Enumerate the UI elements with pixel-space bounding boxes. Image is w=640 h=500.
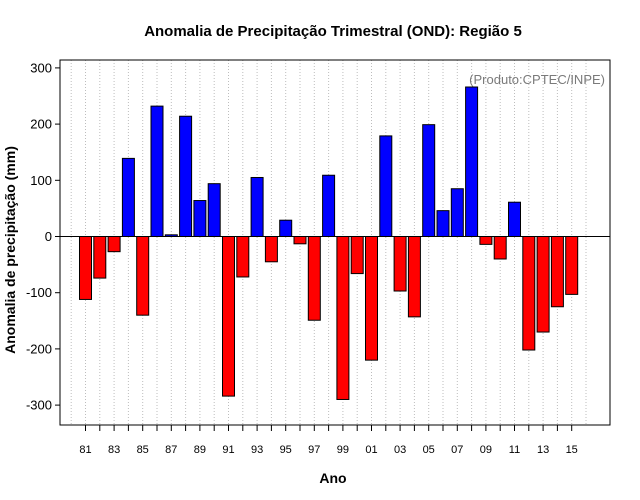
y-tick-label: -300 — [26, 398, 52, 413]
bar-11 — [508, 201, 521, 238]
y-tick-label: -100 — [26, 285, 52, 300]
bar-85 — [136, 236, 150, 316]
bar-06 — [436, 210, 450, 237]
bar-08 — [465, 86, 479, 238]
x-tick-label: 11 — [509, 444, 520, 456]
y-tick-label: 0 — [45, 229, 52, 244]
x-tick-label: 03 — [394, 444, 406, 456]
bar-14 — [550, 236, 564, 308]
bar-81 — [79, 236, 92, 300]
bar-99 — [336, 236, 350, 400]
bar-96 — [293, 236, 307, 245]
bar-83 — [107, 236, 121, 253]
x-tick-label: 83 — [108, 444, 120, 456]
bar-98 — [322, 174, 336, 238]
x-tick-label: 15 — [566, 444, 578, 456]
bar-91 — [222, 236, 235, 397]
x-tick-label: 91 — [222, 444, 234, 456]
bar-05 — [422, 124, 436, 237]
bar-03 — [393, 236, 407, 292]
y-axis: -300 -200 -100 0 100 200 300 — [26, 60, 60, 413]
y-tick-label: 100 — [30, 173, 52, 188]
bar-00 — [350, 236, 364, 275]
plot-frame — [59, 59, 611, 426]
bar-13 — [536, 236, 550, 333]
bar-94 — [264, 236, 278, 263]
y-tick-label: -200 — [26, 341, 52, 356]
y-axis-label: Anomalia de precipitação (mm) — [2, 146, 18, 354]
bar-12 — [522, 236, 536, 351]
bar-10 — [493, 236, 507, 260]
x-axis-label: Ano — [319, 470, 346, 486]
y-tick-label: 300 — [30, 60, 52, 75]
chart-title: Anomalia de Precipitação Trimestral (OND… — [144, 23, 522, 40]
x-tick-label: 89 — [194, 444, 206, 456]
bar-89 — [193, 200, 207, 237]
y-tick-label: 200 — [30, 117, 52, 132]
bar-04 — [407, 236, 421, 318]
bar-02 — [379, 135, 393, 237]
credit-annotation: (Produto:CPTEC/INPE) — [469, 72, 605, 87]
bar-93 — [250, 176, 264, 238]
x-tick-label: 95 — [280, 444, 292, 456]
x-tick-label: 81 — [79, 444, 91, 456]
x-axis: 81 83 85 87 89 91 93 95 97 99 01 03 05 07 09 11 13 15 — [79, 425, 578, 456]
bar-88 — [179, 115, 193, 237]
x-tick-label: 99 — [337, 444, 349, 456]
x-tick-label: 85 — [137, 444, 149, 456]
bar-01 — [365, 236, 378, 361]
x-tick-label: 09 — [480, 444, 492, 456]
x-tick-label: 05 — [423, 444, 435, 456]
x-tick-label: 87 — [165, 444, 177, 456]
x-tick-label: 97 — [308, 444, 320, 456]
x-tick-label: 93 — [251, 444, 263, 456]
bar-09 — [479, 236, 493, 245]
bar-97 — [307, 236, 321, 321]
bars — [79, 86, 579, 400]
bar-95 — [279, 219, 293, 237]
bar-92 — [236, 236, 250, 278]
bar-90 — [207, 183, 221, 237]
x-tick-label: 07 — [451, 444, 463, 456]
bar-82 — [93, 236, 107, 279]
x-tick-label: 13 — [537, 444, 549, 456]
bar-84 — [121, 157, 135, 237]
x-tick-label: 01 — [365, 444, 377, 456]
bar-07 — [450, 188, 464, 237]
bar-86 — [150, 105, 164, 237]
bar-15 — [565, 236, 579, 295]
